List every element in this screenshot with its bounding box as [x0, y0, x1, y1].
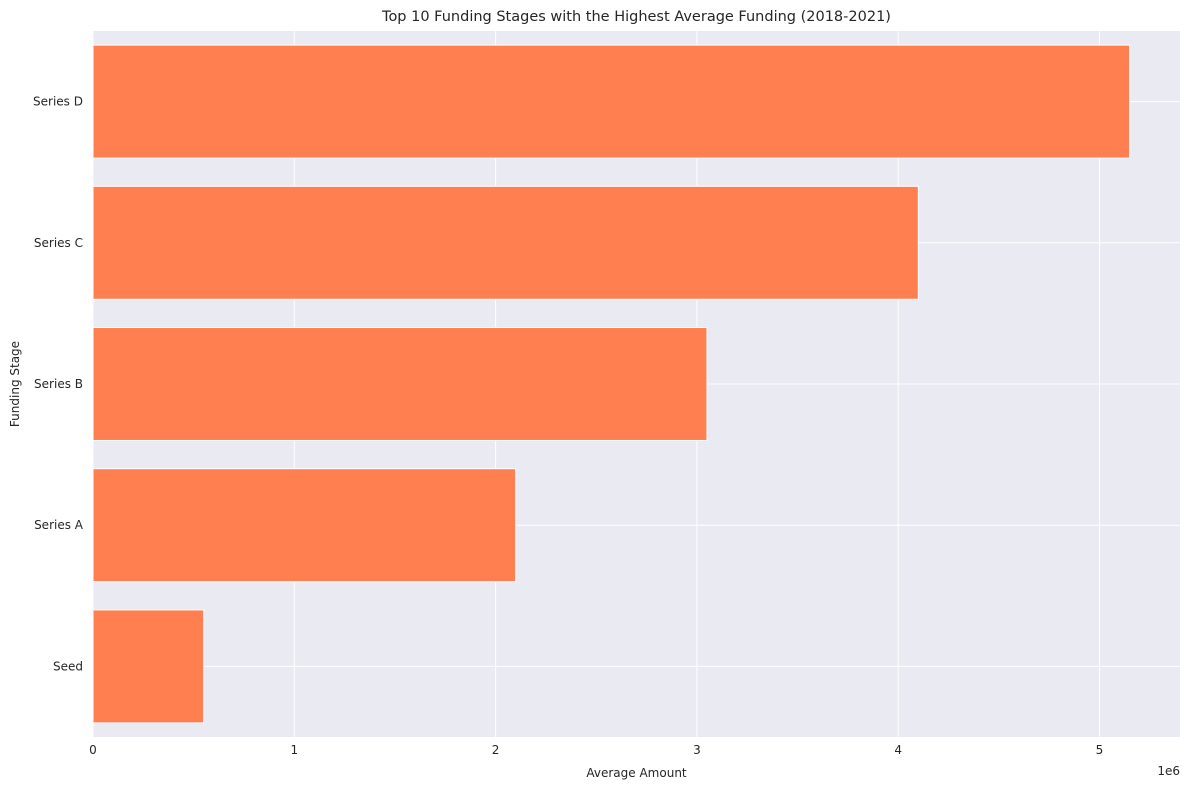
chart-title: Top 10 Funding Stages with the Highest A…	[381, 9, 891, 25]
y-tick-label: Series A	[34, 518, 84, 532]
bar-seed	[92, 609, 205, 724]
y-axis-label: Funding Stage	[8, 341, 22, 427]
bar-series-d	[92, 44, 1131, 159]
y-tick-label: Series B	[34, 377, 83, 391]
y-tick-labels: Seed Series A Series B Series C Series D	[33, 95, 84, 674]
bars	[92, 44, 1131, 724]
x-tick-label: 2	[492, 743, 500, 757]
bar-series-b	[92, 327, 708, 441]
bar-series-c	[92, 185, 919, 300]
x-tick-label: 4	[894, 743, 902, 757]
bar-series-a	[92, 468, 517, 583]
x-tick-label: 0	[89, 743, 97, 757]
y-tick-label: Seed	[53, 659, 83, 673]
x-tick-label: 5	[1096, 743, 1104, 757]
y-tick-label: Series C	[34, 236, 83, 250]
x-tick-label: 3	[693, 743, 701, 757]
x-tick-label: 1	[290, 743, 298, 757]
x-tick-labels: 0 1 2 3 4 5	[89, 743, 1103, 757]
x-axis-offset-label: 1e6	[1157, 764, 1180, 778]
y-tick-label: Series D	[33, 95, 83, 109]
x-axis-label: Average Amount	[586, 766, 687, 780]
